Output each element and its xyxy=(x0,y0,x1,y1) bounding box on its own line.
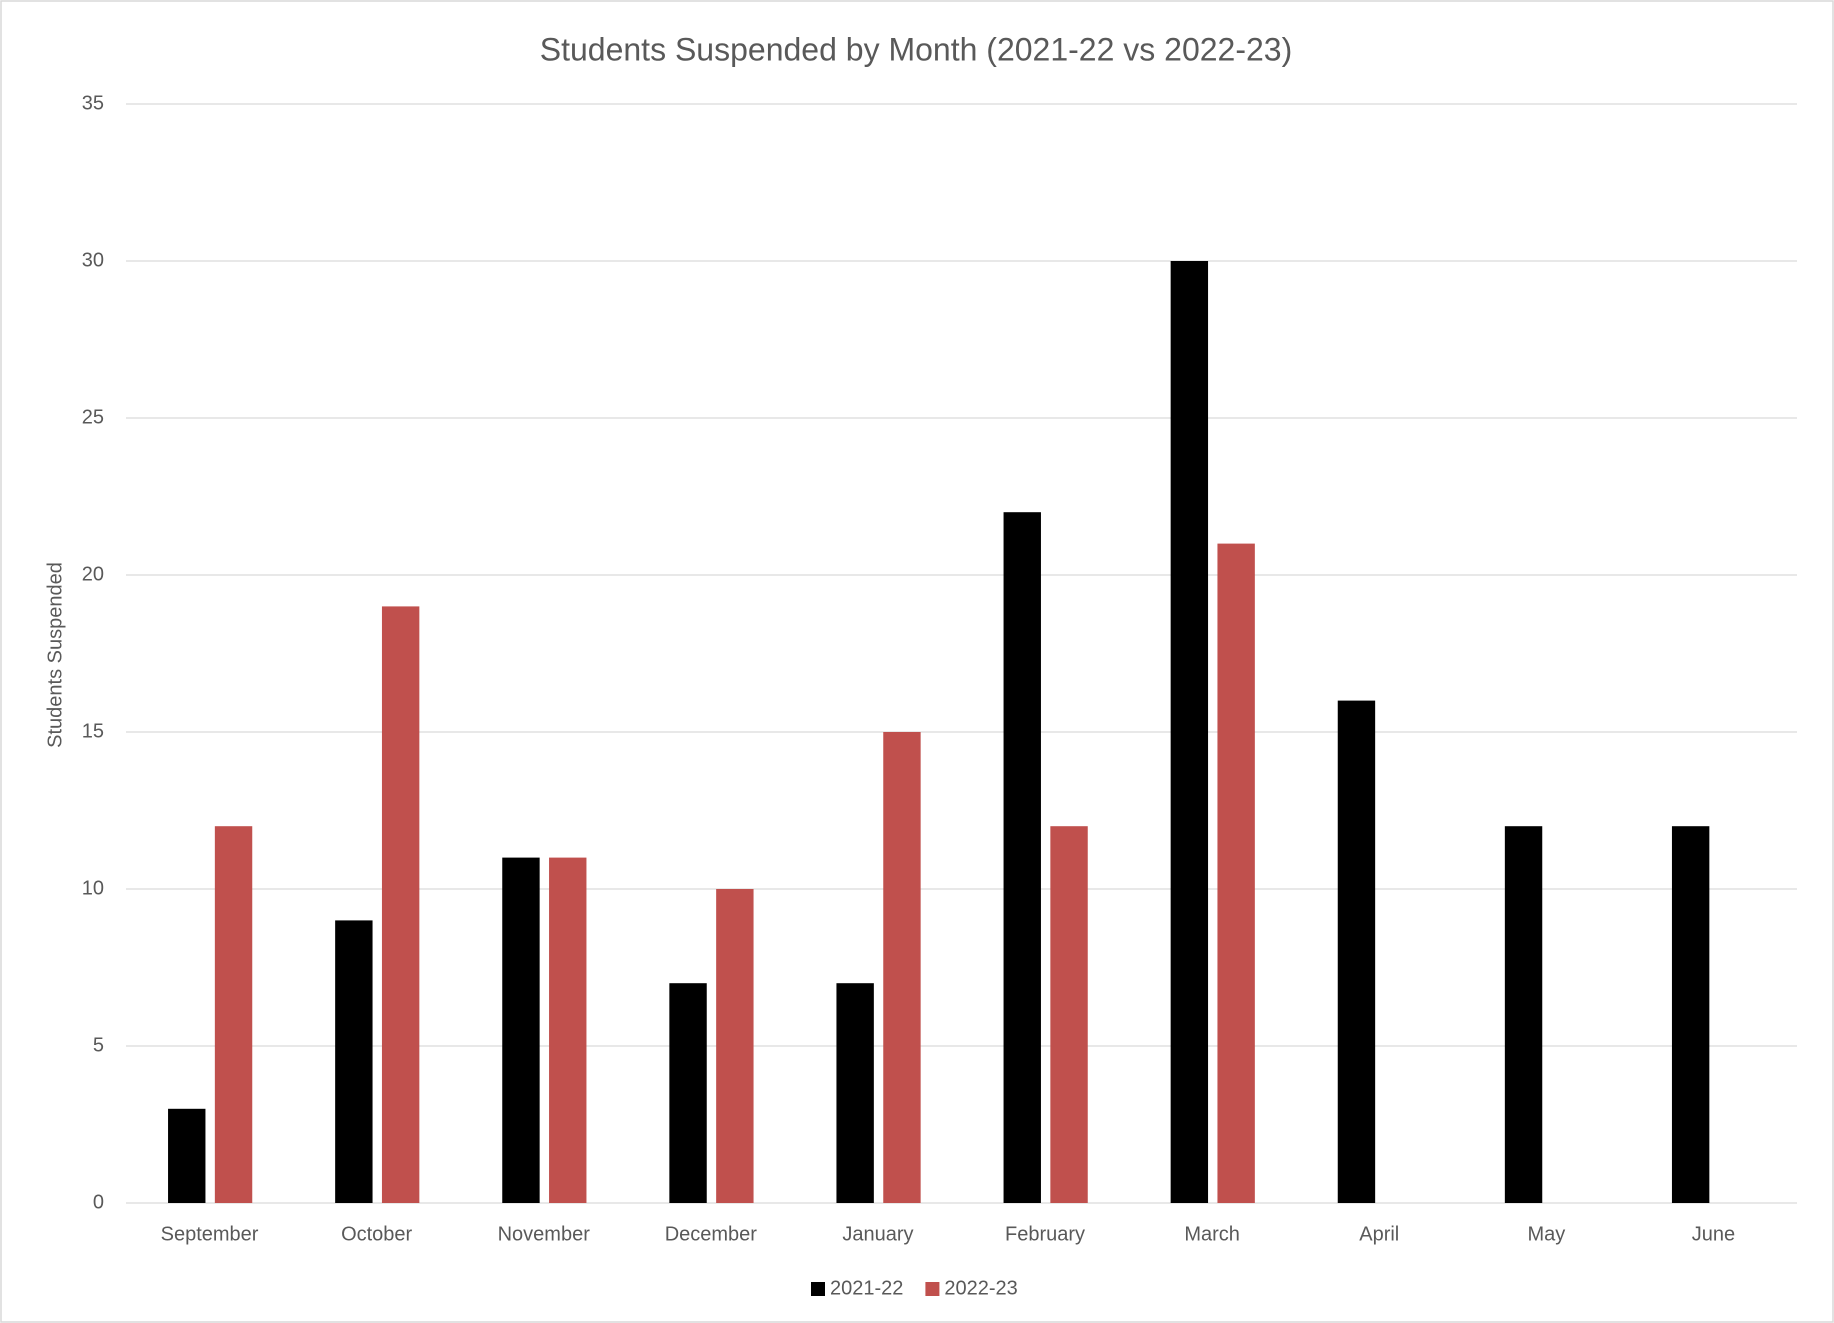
x-tick-label: June xyxy=(1692,1223,1735,1245)
bar xyxy=(1170,261,1209,1203)
bar xyxy=(502,857,540,1203)
x-tick-label: April xyxy=(1359,1223,1399,1245)
bar xyxy=(716,889,754,1203)
x-tick-label: November xyxy=(498,1223,591,1245)
y-tick-label: 30 xyxy=(82,249,104,271)
bar xyxy=(214,826,253,1203)
y-tick-label: 10 xyxy=(82,877,104,899)
bar xyxy=(381,606,420,1203)
legend-swatch xyxy=(811,1282,825,1296)
bar xyxy=(1217,543,1255,1203)
y-axis-title: Students Suspended xyxy=(44,562,66,748)
x-tick-label: February xyxy=(1005,1223,1085,1245)
x-tick-label: December xyxy=(665,1223,758,1245)
x-tick-label: September xyxy=(161,1223,259,1245)
legend-label: 2022-23 xyxy=(944,1277,1017,1299)
bar xyxy=(1050,826,1088,1203)
x-tick-label: January xyxy=(842,1223,913,1245)
legend-swatch xyxy=(925,1282,940,1296)
chart-title: Students Suspended by Month (2021-22 vs … xyxy=(540,31,1293,67)
bar xyxy=(883,732,921,1203)
y-tick-label: 20 xyxy=(82,563,104,585)
y-tick-label: 35 xyxy=(82,92,104,114)
x-tick-label: October xyxy=(341,1223,412,1245)
bar xyxy=(1003,512,1041,1203)
y-tick-label: 15 xyxy=(82,720,104,742)
y-tick-label: 5 xyxy=(93,1034,104,1056)
legend-label: 2021-22 xyxy=(830,1277,903,1299)
x-tick-label: May xyxy=(1527,1223,1565,1245)
x-tick-label: March xyxy=(1184,1223,1240,1245)
bar xyxy=(168,1108,206,1203)
bar xyxy=(669,983,707,1203)
y-tick-label: 25 xyxy=(82,406,104,428)
y-tick-label: 0 xyxy=(93,1191,104,1213)
bar xyxy=(549,857,587,1203)
bar xyxy=(1504,826,1543,1203)
bar xyxy=(335,920,373,1203)
bar xyxy=(1671,826,1710,1203)
bar xyxy=(1337,700,1376,1203)
bar xyxy=(836,983,874,1203)
